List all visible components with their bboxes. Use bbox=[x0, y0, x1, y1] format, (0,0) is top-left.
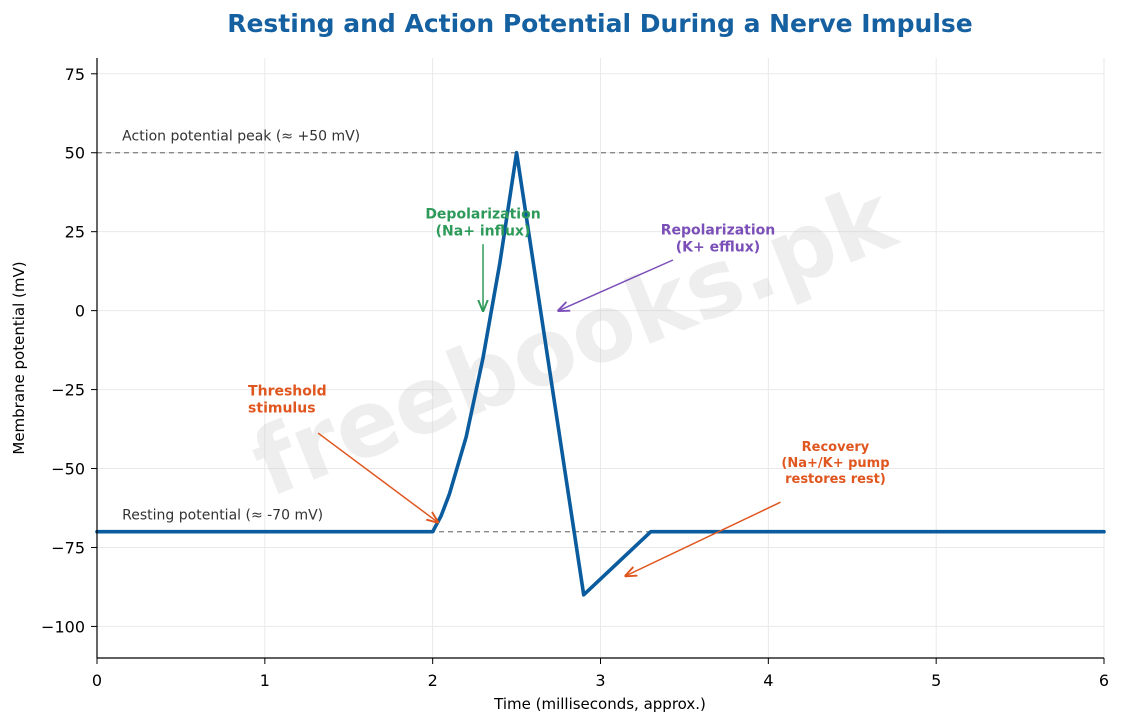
annotation-line: Recovery bbox=[802, 440, 870, 455]
annotation-line: (Na+/K+ pump bbox=[781, 456, 889, 471]
y-tick-label: −75 bbox=[51, 538, 85, 557]
annotation-arrow bbox=[559, 259, 674, 311]
y-tick-label: 25 bbox=[65, 223, 85, 242]
axes: 0 1 2 3 4 5 6 −100 −75 −50 −25 0 25 50 75 bbox=[41, 58, 1109, 690]
x-tick-label: 2 bbox=[428, 671, 438, 690]
reference-line-label: Resting potential (≈ -70 mV) bbox=[122, 508, 323, 524]
annotation-label: Recovery (Na+/K+ pump restores rest) bbox=[781, 440, 889, 487]
annotation-line: stimulus bbox=[248, 401, 315, 417]
y-axis-label: Membrane potential (mV) bbox=[10, 261, 28, 454]
annotation-arrow bbox=[626, 501, 781, 576]
x-tick-label: 0 bbox=[92, 671, 102, 690]
annotation-line: (Na+ influx) bbox=[436, 224, 531, 240]
y-tick-label: 75 bbox=[65, 65, 85, 84]
x-tick-label: 6 bbox=[1099, 671, 1109, 690]
chart-title: Resting and Action Potential During a Ne… bbox=[227, 9, 973, 38]
x-axis-label: Time (milliseconds, approx.) bbox=[493, 695, 706, 713]
y-tick-label: −50 bbox=[51, 460, 85, 479]
annotation-label: Threshold stimulus bbox=[248, 384, 327, 417]
reference-line-label: Action potential peak (≈ +50 mV) bbox=[122, 129, 360, 145]
x-tick-label: 4 bbox=[763, 671, 773, 690]
x-tick-label: 1 bbox=[260, 671, 270, 690]
x-tick-label: 5 bbox=[931, 671, 941, 690]
y-tick-label: 50 bbox=[65, 144, 85, 163]
annotation-line: (K+ efflux) bbox=[676, 240, 760, 256]
annotation-line: Depolarization bbox=[425, 207, 540, 223]
annotation-arrow bbox=[317, 432, 438, 522]
annotation-label: Depolarization (Na+ influx) bbox=[425, 207, 540, 240]
y-tick-label: 0 bbox=[75, 302, 85, 321]
y-tick-label: −100 bbox=[41, 617, 85, 636]
annotation-line: Repolarization bbox=[661, 223, 776, 239]
annotation-line: Threshold bbox=[248, 384, 327, 400]
annotation-label: Repolarization (K+ efflux) bbox=[661, 223, 776, 256]
x-tick-label: 3 bbox=[595, 671, 605, 690]
y-tick-label: −25 bbox=[51, 381, 85, 400]
annotations: Depolarization (Na+ influx) Repolarization… bbox=[248, 207, 890, 576]
annotation-line: restores rest) bbox=[785, 472, 886, 487]
